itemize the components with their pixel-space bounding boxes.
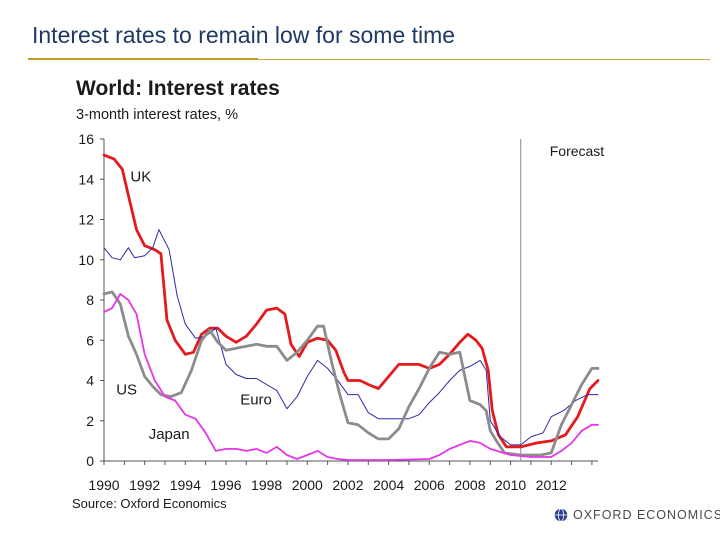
- y-tick-label: 6: [86, 332, 94, 348]
- x-tick-label: 2002: [332, 477, 363, 493]
- chart-series-labels: UK Euro US Japan: [116, 168, 272, 443]
- x-tick-label: 2004: [373, 477, 404, 493]
- series-line-uk: [102, 153, 600, 449]
- y-tick-label: 10: [78, 252, 94, 268]
- chart-title: World: Interest rates: [76, 77, 280, 100]
- oxford-economics-logo: OXFORD ECONOMICS: [554, 508, 720, 522]
- chart-axes: 0 2 4 6 8 10 12 14 16 1990 1992 1994 1996 1998 2000 200…: [78, 131, 604, 493]
- x-tick-label: 2010: [495, 477, 526, 493]
- series-label-us: US: [116, 382, 137, 399]
- series-label-uk: UK: [130, 168, 151, 185]
- x-tick-label: 2008: [454, 477, 485, 493]
- series-label-euro: Euro: [240, 392, 272, 409]
- x-tick-label: 2000: [292, 477, 323, 493]
- chart-series: [102, 153, 600, 461]
- y-tick-label: 2: [86, 413, 94, 429]
- x-tick-label: 1996: [210, 477, 241, 493]
- y-tick-label: 4: [86, 373, 94, 389]
- series-label-japan: Japan: [149, 426, 190, 443]
- y-tick-label: 14: [78, 171, 94, 187]
- y-tick-label: 12: [78, 212, 94, 228]
- y-tick-label: 8: [86, 292, 94, 308]
- title-underline: [258, 59, 710, 60]
- x-tick-label: 1998: [251, 477, 282, 493]
- x-tick-label: 1990: [88, 477, 119, 493]
- series-line-japan: [103, 293, 599, 461]
- series-line-us: [102, 290, 600, 457]
- slide-title: Interest rates to remain low for some ti…: [32, 22, 456, 48]
- logo-text: OXFORD ECONOMICS: [573, 508, 720, 522]
- x-tick-label: 1992: [129, 477, 160, 493]
- forecast-label: Forecast: [550, 143, 605, 159]
- y-tick-label: 16: [78, 131, 94, 147]
- chart-source: Source: Oxford Economics: [72, 496, 227, 511]
- series-line-euro: [103, 229, 599, 446]
- x-tick-label: 1994: [170, 477, 201, 493]
- x-tick-label: 2006: [414, 477, 445, 493]
- title-underline-accent: [28, 58, 258, 60]
- x-tick-label: 2012: [536, 477, 567, 493]
- globe-icon: [554, 508, 568, 522]
- y-tick-label: 0: [86, 453, 94, 469]
- chart-subtitle: 3-month interest rates, %: [76, 107, 238, 123]
